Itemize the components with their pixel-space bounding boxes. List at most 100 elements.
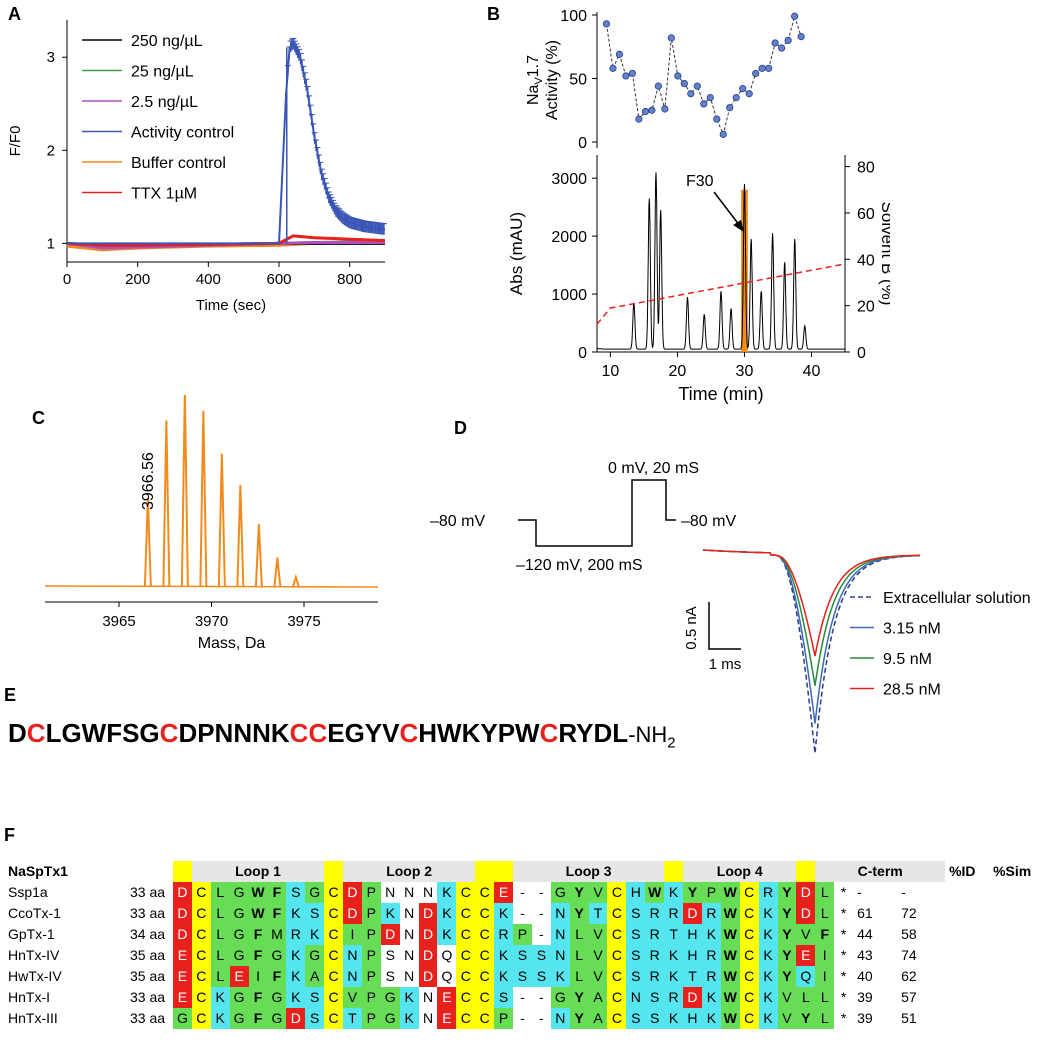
- residue: S: [531, 945, 551, 966]
- residue: C: [739, 966, 759, 987]
- residue: G: [550, 987, 570, 1008]
- panel-label-e: E: [4, 685, 17, 705]
- residue: W: [720, 924, 740, 945]
- residue: L: [796, 987, 816, 1008]
- header-cys-col: [664, 861, 684, 882]
- residue: C: [324, 966, 344, 987]
- residue: V: [588, 966, 608, 987]
- residue: K: [286, 987, 306, 1008]
- residue: K: [701, 1008, 721, 1029]
- residue: K: [758, 966, 778, 987]
- residue: R: [701, 966, 721, 987]
- row-id: 40: [857, 968, 873, 984]
- loop-header-3: Loop 4: [683, 861, 797, 882]
- activity-point: [680, 79, 688, 88]
- residue: L: [569, 945, 589, 966]
- activity-point: [784, 36, 792, 45]
- residue: Y: [777, 945, 797, 966]
- residue: S: [494, 987, 514, 1008]
- y-tick-label: 1000: [551, 287, 587, 304]
- y-right-tick-label: 20: [857, 299, 875, 316]
- residue: F: [248, 924, 268, 945]
- residue: C: [607, 945, 627, 966]
- activity-point: [791, 12, 799, 20]
- residue: D: [796, 882, 816, 903]
- activity-point: [654, 82, 662, 90]
- residue: C: [324, 924, 344, 945]
- row-name: GpTx-1: [8, 926, 55, 942]
- residue: Y: [777, 903, 797, 924]
- residue: D: [683, 903, 702, 924]
- residue: Y: [569, 882, 589, 903]
- residue: K: [664, 882, 684, 903]
- residue: S: [385, 947, 395, 963]
- residue: E: [437, 987, 457, 1008]
- header-cys-col: [475, 861, 495, 882]
- residue: G: [173, 1008, 192, 1029]
- residue: N: [550, 1008, 570, 1029]
- header-cys-col: [173, 861, 192, 882]
- residue: K: [210, 987, 230, 1008]
- residue: S: [626, 924, 646, 945]
- residue: K: [494, 966, 514, 987]
- residue: S: [645, 987, 665, 1008]
- residue: S: [513, 945, 532, 966]
- y-right-tick-label: 60: [857, 206, 875, 223]
- residue: R: [286, 924, 306, 945]
- residue: D: [343, 903, 362, 924]
- residue: D: [418, 945, 438, 966]
- residue: L: [569, 966, 589, 987]
- solvent-b-line: [596, 263, 846, 325]
- residue: F: [267, 903, 287, 924]
- residue: S: [286, 882, 306, 903]
- residue: K: [305, 924, 325, 945]
- loop-header-0: Loop 1: [191, 861, 325, 882]
- residue: S: [626, 903, 646, 924]
- residue: W: [720, 1008, 740, 1029]
- residue: K: [758, 903, 778, 924]
- residue: S: [531, 966, 551, 987]
- residue: C: [191, 945, 211, 966]
- residue: L: [815, 1008, 835, 1029]
- activity-point: [739, 85, 747, 93]
- residue: C: [191, 966, 211, 987]
- sequence-segment: RYDL: [558, 718, 629, 748]
- panel-d-chart: –80 mV –120 mV, 200 mS 0 mV, 20 mS –80 mV 0.…: [430, 460, 1031, 754]
- residue: Q: [441, 947, 453, 963]
- residue: R: [701, 945, 721, 966]
- residue: E: [494, 882, 514, 903]
- residue: E: [173, 966, 192, 987]
- y-right-tick-label: 0: [857, 345, 866, 362]
- protocol-label-hold: –80 mV: [430, 513, 485, 530]
- residue: Y: [569, 903, 589, 924]
- residue: K: [286, 903, 306, 924]
- residue: R: [494, 924, 514, 945]
- residue: C: [739, 1008, 759, 1029]
- legend-label-0: 250 ng/µL: [131, 33, 203, 50]
- y-tick-label: 3000: [551, 171, 587, 188]
- row-sim: 57: [901, 989, 917, 1005]
- residue: W: [645, 882, 665, 903]
- residue: Y: [569, 987, 589, 1008]
- residue: T: [343, 1008, 362, 1029]
- y-right-axis-label: Solvent B (%): [878, 202, 890, 306]
- panel-c-chart: 3965 3970 3975 Mass, Da 3966.56: [44, 395, 379, 652]
- top-y-axis-label: NaV1.7: [525, 55, 545, 105]
- panel-label-a: A: [8, 4, 21, 24]
- residue: S: [645, 1008, 665, 1029]
- residue: R: [758, 882, 778, 903]
- residue: P: [361, 987, 381, 1008]
- residue: C: [475, 1008, 495, 1029]
- residue: V: [796, 924, 816, 945]
- residue: N: [343, 966, 362, 987]
- cysteine-residue: CC: [289, 718, 328, 748]
- residue: F: [815, 924, 835, 945]
- loop-header-2: Loop 3: [513, 861, 665, 882]
- activity-point: [752, 69, 760, 78]
- row-name: HnTx-IV: [8, 947, 60, 963]
- activity-point: [706, 93, 714, 102]
- residue: K: [758, 924, 778, 945]
- residue: P: [701, 882, 721, 903]
- residue: S: [385, 968, 395, 984]
- legend-label-1: 25 ng/µL: [131, 64, 194, 81]
